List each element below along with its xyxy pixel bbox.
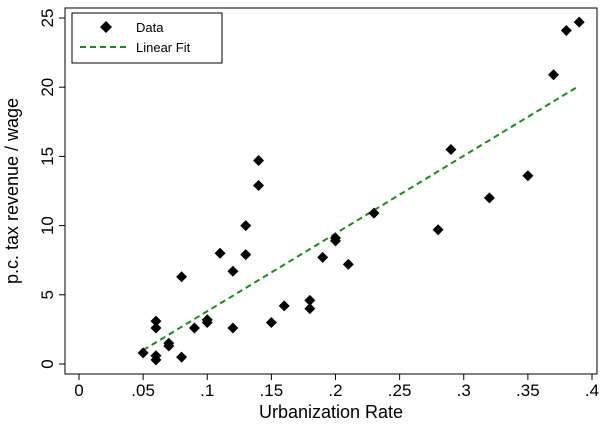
data-point-diamond [201, 314, 213, 326]
x-axis-title: Urbanization Rate [259, 402, 403, 422]
data-point-diamond [253, 155, 265, 167]
data-point-diamond [176, 271, 188, 283]
data-point-diamond [137, 347, 149, 359]
data-point-diamond [548, 69, 560, 81]
data-point-diamond [432, 224, 444, 236]
x-tick-label: 0 [74, 381, 83, 400]
x-tick-label: .4 [585, 381, 599, 400]
data-point-diamond [240, 220, 252, 232]
y-tick-label: 0 [38, 359, 57, 368]
data-point-diamond [176, 351, 188, 363]
data-point-diamond [163, 337, 175, 349]
legend: Data Linear Fit [71, 12, 223, 64]
data-point-diamond [368, 207, 380, 219]
x-tick-label: .35 [516, 381, 540, 400]
data-point-diamond [240, 249, 252, 261]
data-point-diamond [342, 258, 354, 270]
data-point-diamond [304, 303, 316, 315]
data-point-diamond [278, 300, 290, 312]
x-tick-label: .15 [260, 381, 284, 400]
data-point-diamond [483, 192, 495, 204]
data-point-diamond [150, 322, 162, 334]
data-point-diamond [304, 294, 316, 306]
x-tick-label: .05 [131, 381, 155, 400]
x-tick-label: .3 [457, 381, 471, 400]
y-axis-title: p.c. tax revenue / wage [2, 98, 22, 284]
plot-area [64, 7, 598, 375]
data-point-diamond [227, 265, 239, 277]
data-point-diamond [560, 24, 572, 36]
data-point-diamond [522, 170, 534, 182]
x-tick-label: .2 [328, 381, 342, 400]
x-tick-label: .25 [388, 381, 412, 400]
data-point-diamond [253, 179, 265, 191]
fit-line-layer [142, 84, 580, 352]
data-point-diamond [317, 251, 329, 263]
y-tick-label: 20 [38, 78, 57, 97]
y-axis: 0 5 10 15 20 25 [38, 9, 65, 369]
y-tick-label: 10 [38, 216, 57, 235]
legend-label-linear-fit: Linear Fit [136, 40, 191, 55]
data-point-diamond [573, 16, 585, 28]
y-tick-label: 15 [38, 147, 57, 166]
data-point-diamond [188, 322, 200, 334]
data-point-diamond [330, 232, 341, 244]
data-point-diamond [150, 350, 162, 362]
linear-fit-line [142, 84, 580, 352]
legend-box [71, 12, 223, 64]
data-point-diamond [445, 143, 457, 155]
y-tick-label: 25 [38, 9, 57, 28]
data-point-diamond [265, 316, 277, 328]
data-point-diamond [227, 322, 239, 334]
data-point-diamond [214, 247, 226, 259]
y-tick-label: 5 [38, 290, 57, 299]
x-tick-label: .1 [200, 381, 214, 400]
data-point-diamond [150, 315, 162, 327]
x-axis: 0 .05 .1 .15 .2 .25 .3 .35 .4 [74, 374, 599, 400]
data-points-layer [137, 16, 585, 366]
legend-label-data: Data [136, 20, 164, 35]
legend-marker-diamond [100, 21, 112, 33]
